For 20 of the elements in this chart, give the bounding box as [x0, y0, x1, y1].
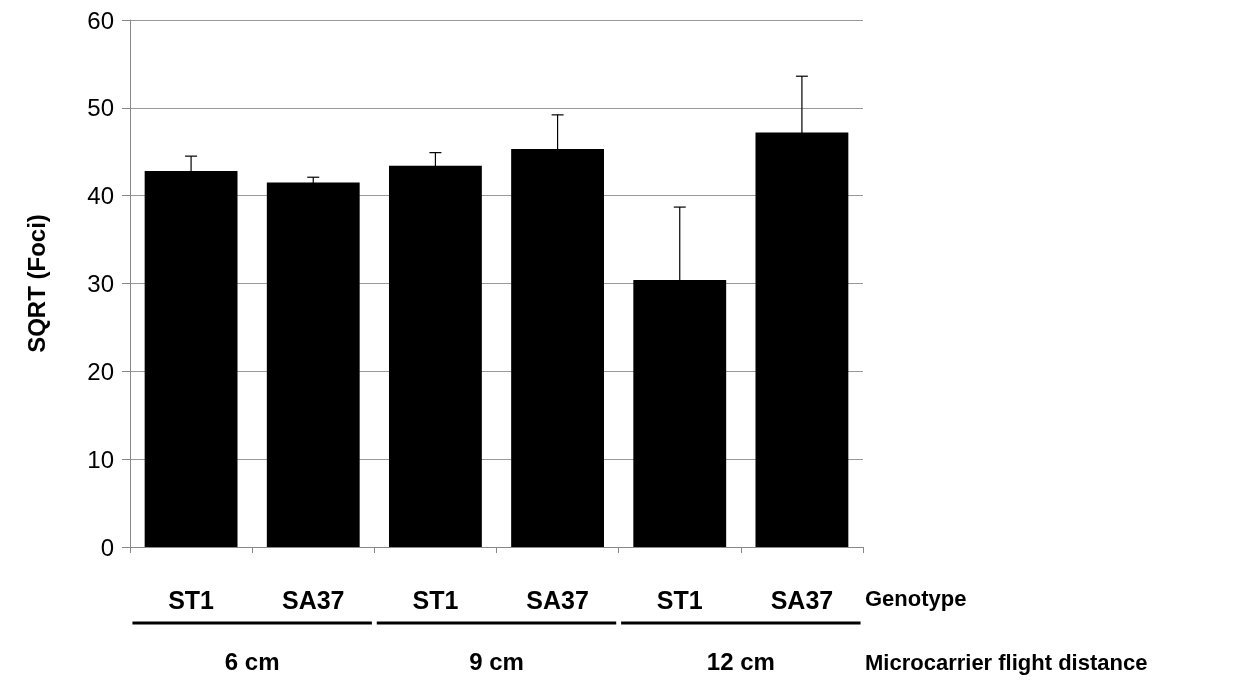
x-tick-label: SA37	[281, 585, 345, 614]
y-axis-title: SQRT (Foci)	[22, 214, 50, 353]
y-tick-label: 20	[87, 357, 114, 385]
y-tick-label: 60	[87, 6, 114, 34]
text: Microcarrier flight distance	[865, 649, 1148, 675]
y-tick-label: 50	[87, 94, 114, 122]
y-tick-label: 10	[87, 445, 114, 473]
y-tick-label: 40	[87, 182, 114, 210]
y-tick-label: 30	[87, 270, 114, 297]
text: 9 cm	[469, 647, 524, 675]
x-axis-title: Genotype	[865, 585, 967, 611]
x-tick-label: ST1	[412, 585, 459, 614]
text: 6 cm	[224, 647, 280, 675]
bar	[266, 182, 360, 547]
text: 12 cm	[706, 647, 775, 675]
x-tick-label: ST1	[168, 585, 215, 614]
x-tick-label: SA37	[526, 585, 589, 614]
y-tick-label: 0	[100, 533, 114, 561]
x-tick-label: ST1	[656, 585, 703, 614]
x-tick-label: SA37	[770, 585, 834, 614]
